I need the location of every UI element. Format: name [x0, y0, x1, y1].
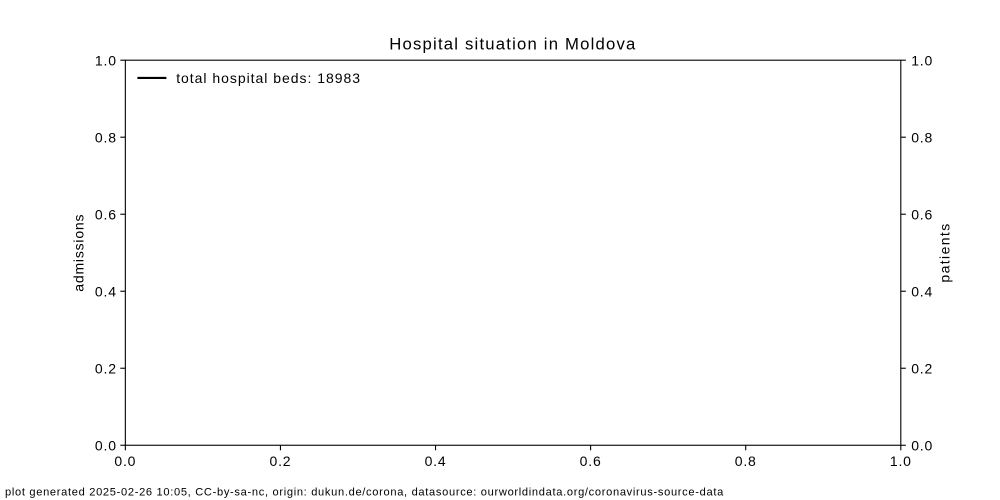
svg-text:0.2: 0.2: [911, 360, 933, 376]
svg-text:0.4: 0.4: [425, 453, 447, 469]
svg-text:0.0: 0.0: [911, 437, 933, 453]
svg-text:0.6: 0.6: [580, 453, 602, 469]
svg-text:total hospital beds: 18983: total hospital beds: 18983: [176, 70, 361, 86]
svg-text:0.8: 0.8: [735, 453, 757, 469]
svg-text:0.4: 0.4: [95, 283, 117, 299]
svg-text:0.8: 0.8: [911, 129, 933, 145]
svg-text:0.0: 0.0: [114, 453, 136, 469]
svg-text:0.0: 0.0: [95, 437, 117, 453]
svg-text:0.6: 0.6: [95, 206, 117, 222]
svg-text:patients: patients: [936, 222, 952, 282]
svg-text:0.2: 0.2: [95, 360, 117, 376]
svg-text:1.0: 1.0: [911, 52, 933, 68]
svg-text:plot generated 2025-02-26 10:0: plot generated 2025-02-26 10:05, CC-by-s…: [5, 487, 724, 499]
svg-text:0.4: 0.4: [911, 283, 933, 299]
svg-text:1.0: 1.0: [890, 453, 912, 469]
svg-text:0.2: 0.2: [270, 453, 292, 469]
svg-text:Hospital situation in Moldova: Hospital situation in Moldova: [389, 34, 636, 53]
svg-text:1.0: 1.0: [95, 52, 117, 68]
svg-text:0.8: 0.8: [95, 129, 117, 145]
svg-text:0.6: 0.6: [911, 206, 933, 222]
svg-text:admissions: admissions: [71, 214, 87, 292]
